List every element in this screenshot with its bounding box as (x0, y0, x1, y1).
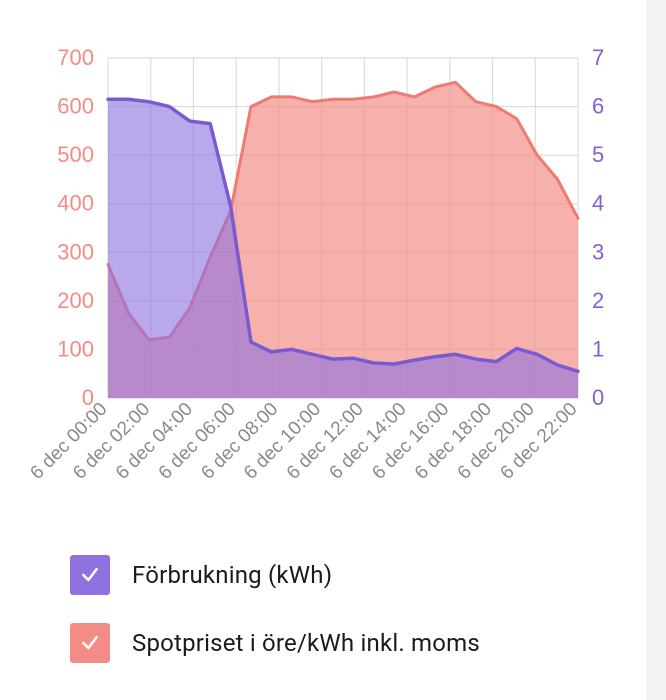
legend-swatch-consumption (70, 555, 110, 595)
svg-text:7: 7 (592, 45, 604, 70)
svg-text:100: 100 (57, 336, 94, 361)
svg-text:3: 3 (592, 239, 604, 264)
svg-text:700: 700 (57, 45, 94, 70)
legend-label-spotprice: Spotpriset i öre/kWh inkl. moms (132, 629, 480, 657)
check-icon (80, 633, 100, 653)
svg-text:4: 4 (592, 191, 604, 216)
legend-label-consumption: Förbrukning (kWh) (132, 561, 332, 589)
right-strip (646, 0, 666, 700)
svg-text:200: 200 (57, 288, 94, 313)
legend-item-consumption[interactable]: Förbrukning (kWh) (70, 555, 480, 595)
legend-swatch-spotprice (70, 623, 110, 663)
legend-item-spotprice[interactable]: Spotpriset i öre/kWh inkl. moms (70, 623, 480, 663)
check-icon (80, 565, 100, 585)
svg-text:5: 5 (592, 142, 604, 167)
svg-text:300: 300 (57, 239, 94, 264)
svg-text:2: 2 (592, 288, 604, 313)
svg-text:500: 500 (57, 142, 94, 167)
page-frame: 0100200300400500600700012345676 dec 00:0… (0, 0, 666, 700)
svg-text:400: 400 (57, 191, 94, 216)
energy-chart: 0100200300400500600700012345676 dec 00:0… (0, 0, 646, 530)
svg-text:6: 6 (592, 94, 604, 119)
svg-text:1: 1 (592, 336, 604, 361)
svg-text:600: 600 (57, 94, 94, 119)
chart-legend: Förbrukning (kWh) Spotpriset i öre/kWh i… (70, 555, 480, 691)
svg-text:0: 0 (592, 385, 604, 410)
